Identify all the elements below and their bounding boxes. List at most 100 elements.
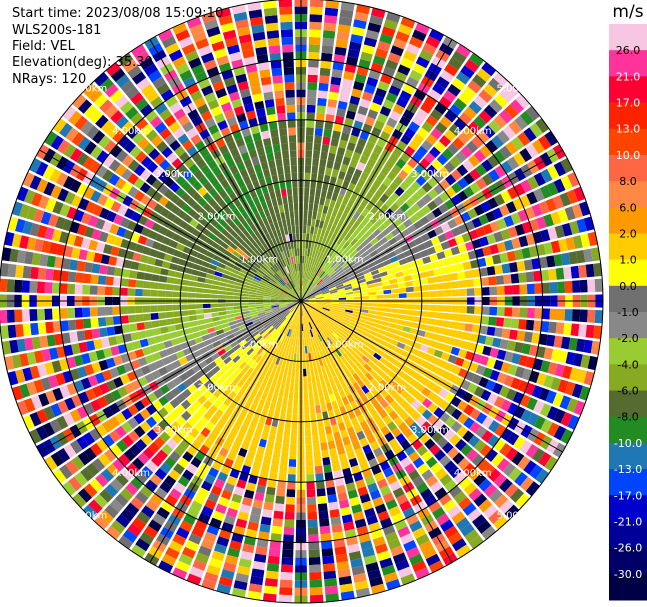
range-gate (368, 368, 378, 378)
range-gate (364, 507, 376, 518)
range-gate (361, 295, 369, 300)
range-gate (337, 269, 345, 276)
range-gate (329, 308, 338, 312)
range-gate (416, 108, 429, 121)
range-gate (460, 443, 473, 457)
range-gate (464, 270, 474, 279)
range-gate (553, 161, 567, 177)
range-gate (307, 280, 312, 288)
range-gate (393, 266, 403, 273)
range-gate (394, 71, 408, 83)
range-gate (402, 83, 416, 95)
range-gate (508, 120, 522, 135)
range-gate (402, 269, 412, 276)
range-gate (535, 468, 550, 484)
range-gate (353, 290, 361, 294)
range-gate (580, 354, 591, 369)
range-gate (427, 276, 436, 284)
range-gate (305, 306, 312, 313)
range-gate (306, 291, 313, 297)
range-gate (344, 419, 353, 429)
range-gate (372, 496, 384, 508)
range-gate (397, 23, 413, 36)
range-gate (314, 291, 322, 296)
range-gate (425, 324, 435, 333)
range-gate (337, 170, 346, 180)
range-gate (578, 264, 587, 278)
range-gate (335, 178, 344, 187)
range-gate (482, 463, 496, 477)
range-gate (451, 77, 466, 91)
range-gate (305, 134, 314, 143)
range-gate (440, 519, 454, 533)
range-gate (580, 233, 591, 248)
range-gate (468, 535, 484, 550)
range-gate (309, 233, 314, 242)
range-gate (330, 296, 339, 299)
range-gate (311, 165, 319, 174)
range-gate (391, 334, 401, 342)
range-gate (456, 164, 469, 177)
range-gate (361, 500, 374, 511)
range-gate (427, 402, 439, 414)
range-gate (320, 189, 327, 199)
range-gate (430, 236, 441, 246)
range-gate (415, 209, 426, 220)
range-gate (334, 46, 347, 56)
range-gate (475, 364, 486, 376)
range-gate (569, 220, 580, 235)
range-gate (305, 315, 309, 323)
range-gate (330, 260, 338, 269)
range-gate (332, 350, 340, 359)
range-gate (372, 273, 381, 280)
range-gate (474, 344, 485, 354)
range-gate (336, 398, 344, 408)
range-gate (477, 334, 487, 345)
range-gate (416, 481, 429, 494)
range-gate (385, 361, 395, 370)
range-gate (322, 275, 330, 282)
range-gate (405, 309, 414, 316)
range-gate (442, 274, 451, 282)
range-gate (443, 129, 457, 142)
range-gate (449, 272, 459, 281)
range-gate (325, 279, 334, 286)
range-gate (565, 351, 576, 366)
range-gate (352, 151, 362, 162)
range-gate (387, 52, 402, 64)
range-gate (347, 257, 355, 265)
range-gate (415, 382, 426, 393)
range-gate (327, 283, 336, 288)
range-gate (476, 458, 490, 472)
range-gate (447, 57, 463, 71)
range-gate (414, 567, 430, 580)
range-gate (462, 159, 475, 172)
range-gate (476, 130, 490, 144)
range-gate (423, 239, 434, 249)
range-gate (393, 374, 403, 384)
range-gate (333, 431, 342, 441)
range-gate (516, 260, 526, 272)
range-gate (369, 576, 384, 588)
range-gate (330, 360, 337, 370)
range-gate (309, 14, 323, 23)
range-gate (323, 294, 331, 297)
range-gate (402, 163, 414, 175)
range-gate (345, 294, 354, 298)
range-gate (480, 316, 490, 325)
range-gate (372, 413, 382, 423)
range-gate (383, 124, 394, 135)
range-gate (379, 557, 394, 569)
range-gate (476, 68, 492, 83)
range-gate (354, 268, 363, 275)
range-gate (333, 264, 342, 272)
range-gate (501, 263, 511, 274)
range-gate (306, 97, 317, 106)
range-gate (361, 207, 370, 217)
range-gate (441, 441, 454, 454)
range-gate (330, 333, 338, 342)
range-gate (430, 108, 443, 121)
range-gate (421, 291, 430, 298)
range-gate (343, 314, 352, 319)
range-gate (540, 168, 553, 183)
